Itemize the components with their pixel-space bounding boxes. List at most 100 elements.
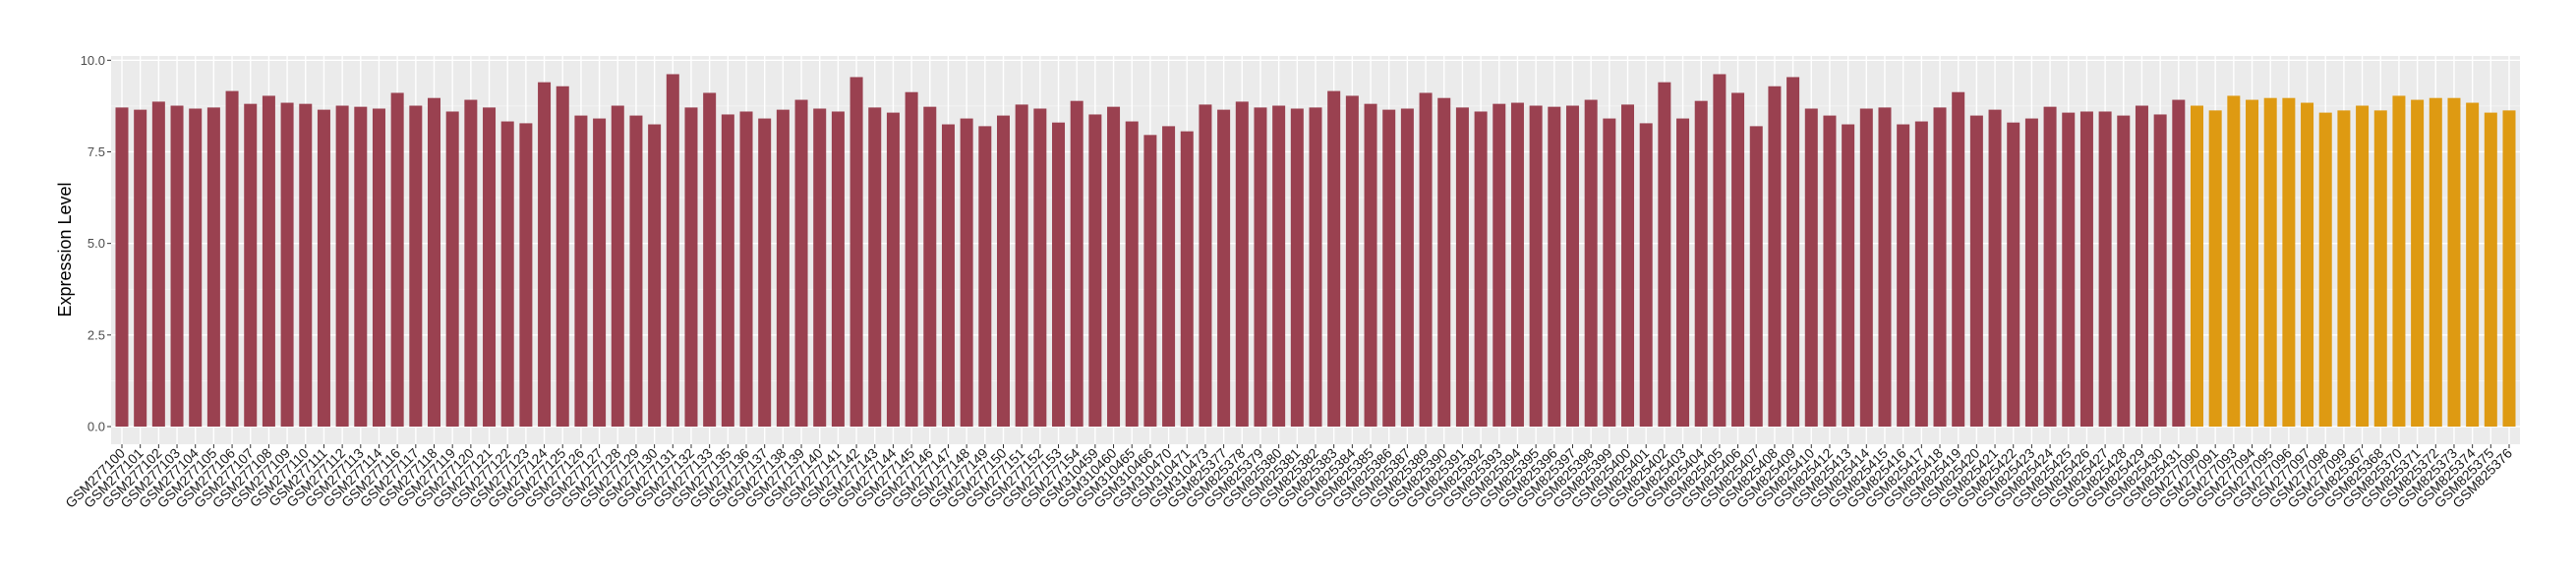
bar-GSM825374: [2466, 102, 2480, 427]
bar-GSM310470: [1162, 126, 1176, 428]
bar-GSM825386: [1382, 109, 1396, 427]
bar-GSM277105: [206, 107, 220, 428]
bar-GSM825410: [1804, 108, 1818, 427]
bar-GSM277128: [611, 105, 624, 427]
bar-GSM825373: [2447, 97, 2461, 427]
bar-GSM277145: [905, 91, 918, 427]
bar-GSM277106: [225, 90, 239, 427]
bar-GSM277114: [372, 108, 385, 427]
bar-GSM277148: [960, 118, 973, 428]
bar-GSM277099: [2337, 110, 2351, 428]
bar-GSM277118: [428, 97, 441, 427]
bar-GSM310473: [1199, 104, 1212, 427]
bar-GSM277095: [2263, 97, 2277, 427]
bar-GSM277152: [1033, 108, 1047, 427]
bar-GSM277110: [299, 103, 313, 427]
bar-GSM825417: [1914, 121, 1928, 428]
bar-GSM825431: [2172, 99, 2186, 427]
bar-GSM277108: [262, 95, 275, 427]
bar-GSM825428: [2117, 115, 2131, 427]
bar-GSM825385: [1364, 103, 1377, 427]
bar-GSM277135: [721, 114, 734, 428]
bar-GSM825393: [1493, 103, 1506, 427]
bar-GSM277126: [574, 115, 588, 427]
bar-GSM277113: [354, 106, 368, 427]
bar-GSM277153: [1052, 122, 1066, 427]
bar-GSM825427: [2098, 111, 2112, 427]
bar-GSM825398: [1584, 99, 1598, 427]
bar-GSM825425: [2062, 112, 2076, 427]
bar-GSM277133: [703, 92, 717, 427]
bar-GSM825423: [2024, 118, 2038, 428]
bar-GSM277101: [134, 109, 147, 427]
bar-GSM825377: [1217, 109, 1231, 427]
bar-GSM277096: [2282, 97, 2296, 427]
bar-GSM825379: [1254, 107, 1267, 428]
y-tick-label: 2.5: [88, 327, 105, 342]
bar-GSM825401: [1639, 123, 1653, 427]
bar-GSM277132: [684, 107, 698, 428]
bar-GSM277124: [538, 82, 552, 428]
bar-GSM277139: [794, 99, 808, 427]
bar-GSM277094: [2246, 99, 2259, 427]
bar-GSM825383: [1327, 90, 1341, 427]
bar-GSM277121: [483, 107, 497, 428]
bar-GSM825420: [1969, 115, 1983, 427]
bar-GSM825367: [2356, 105, 2370, 427]
bar-GSM277090: [2190, 105, 2203, 427]
bar-GSM825375: [2484, 112, 2497, 427]
bar-GSM825394: [1510, 102, 1524, 427]
bar-GSM277122: [500, 121, 514, 428]
bar-GSM277149: [978, 126, 992, 428]
bar-GSM825392: [1474, 111, 1488, 427]
bar-GSM825390: [1437, 97, 1451, 427]
bar-GSM825384: [1345, 95, 1359, 427]
bar-GSM277144: [886, 112, 900, 427]
bar-GSM277143: [868, 107, 882, 428]
bar-GSM825429: [2135, 105, 2148, 427]
bar-GSM277117: [409, 105, 423, 427]
bar-GSM277127: [593, 118, 607, 428]
bar-GSM825372: [2429, 97, 2442, 427]
bar-GSM825409: [1786, 77, 1800, 427]
bar-GSM825415: [1878, 107, 1892, 428]
bar-GSM825407: [1749, 126, 1763, 428]
bar-GSM277147: [941, 124, 955, 428]
bar-GSM825397: [1565, 105, 1579, 427]
bar-GSM825395: [1529, 105, 1543, 427]
x-axis: GSM277100GSM277101GSM277102GSM277103GSM2…: [62, 444, 2515, 511]
bar-GSM277142: [849, 77, 863, 427]
bar-GSM825400: [1621, 104, 1635, 427]
bar-GSM825416: [1897, 124, 1910, 428]
bar-GSM825370: [2392, 95, 2406, 427]
bar-GSM825424: [2043, 106, 2057, 427]
bar-GSM277154: [1070, 100, 1083, 427]
bar-GSM277138: [776, 109, 790, 427]
bar-GSM825389: [1419, 92, 1433, 427]
bar-GSM310459: [1088, 114, 1102, 428]
bar-GSM277112: [335, 105, 349, 427]
bar-GSM825381: [1290, 108, 1304, 427]
bar-GSM277100: [115, 107, 129, 428]
bar-GSM277131: [666, 74, 679, 428]
bar-GSM825382: [1309, 107, 1322, 428]
y-axis-title: Expression Level: [55, 182, 75, 316]
bar-GSM277146: [923, 106, 937, 427]
bar-GSM825403: [1676, 118, 1690, 428]
bar-GSM310465: [1125, 121, 1139, 428]
bar-GSM825408: [1768, 86, 1782, 427]
bar-GSM825368: [2373, 110, 2387, 428]
bar-GSM825421: [1988, 109, 2002, 427]
bar-GSM277137: [758, 118, 772, 428]
bar-GSM825402: [1658, 82, 1671, 428]
bar-GSM277103: [170, 105, 184, 427]
bar-GSM825371: [2411, 99, 2425, 427]
bar-GSM277091: [2208, 110, 2222, 428]
y-tick-label: 10.0: [81, 53, 105, 68]
bar-GSM825399: [1603, 118, 1616, 428]
bar-GSM277141: [831, 111, 845, 427]
bar-GSM277097: [2301, 102, 2314, 427]
bars: [115, 74, 2516, 428]
bar-GSM277116: [390, 92, 404, 427]
